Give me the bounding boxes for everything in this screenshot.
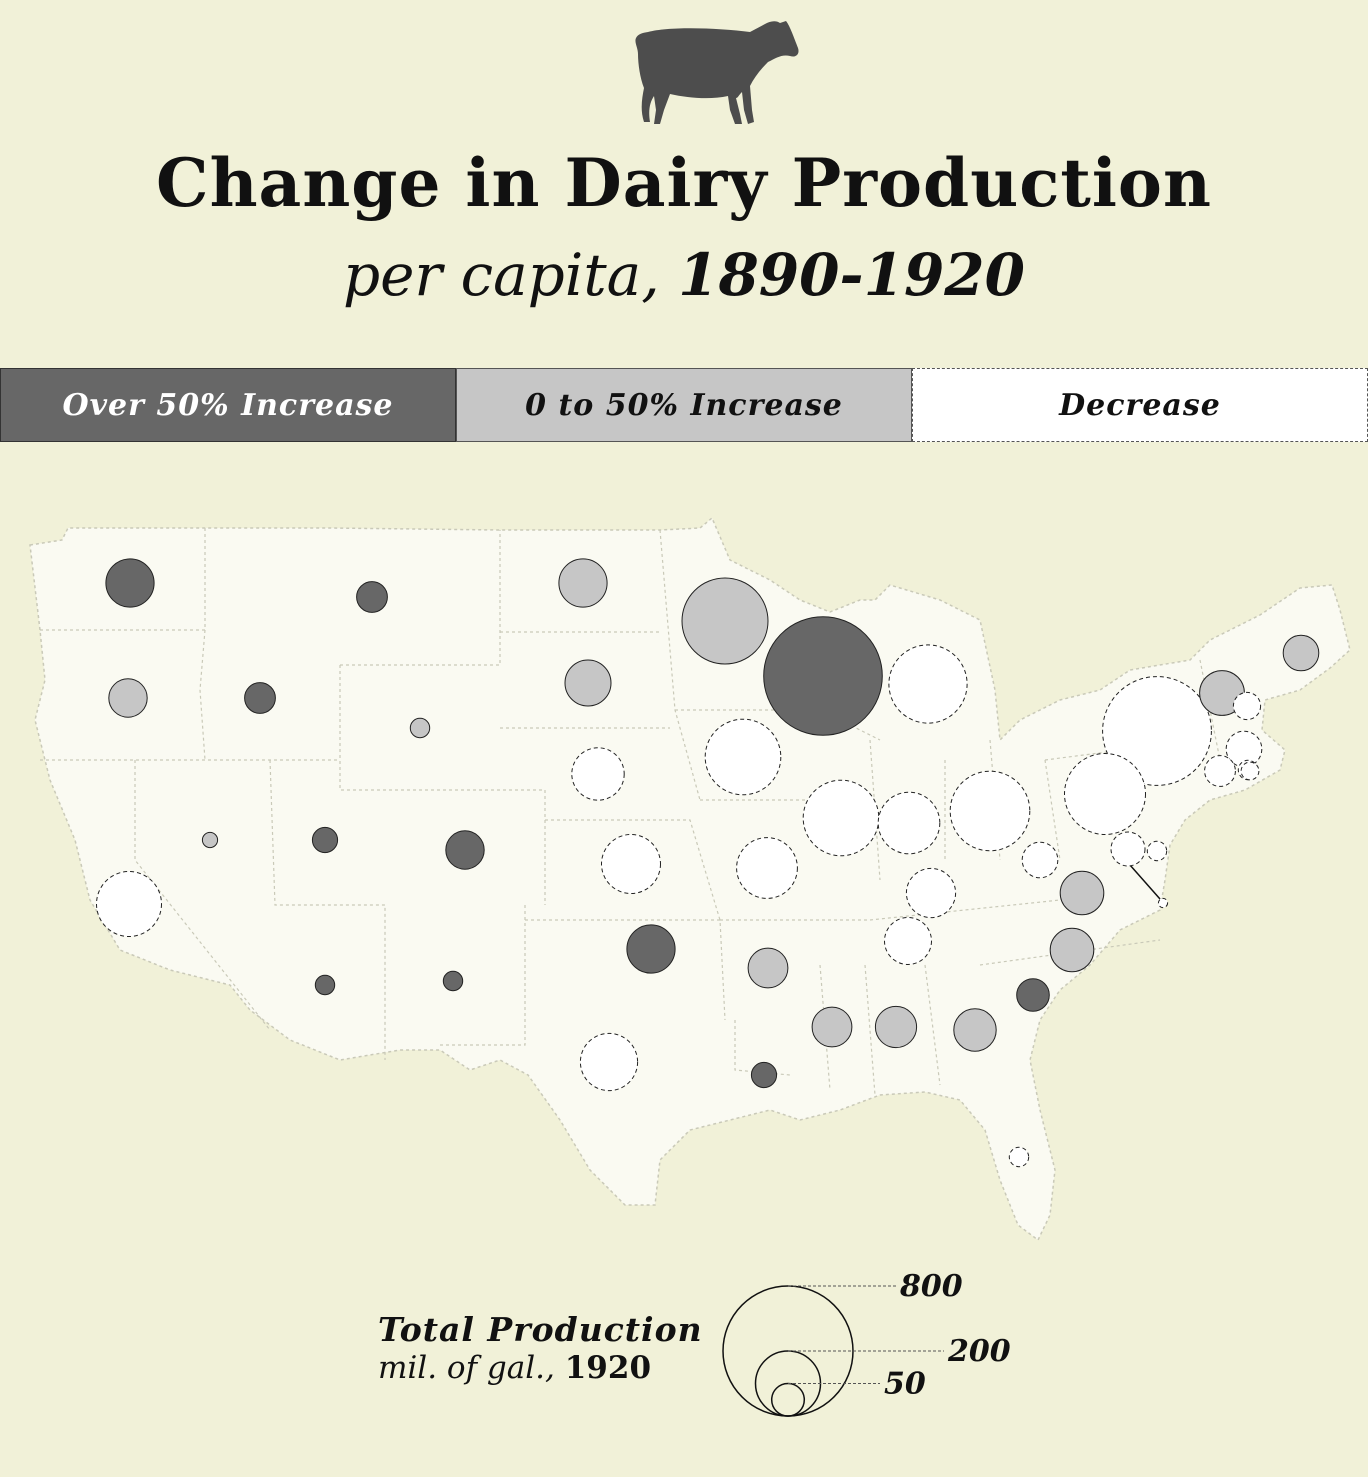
bubble-mt [356, 581, 388, 613]
size-legend-circles: 800 200 50 [722, 1270, 1011, 1417]
bubble-oh [949, 770, 1031, 852]
bubble-va [1059, 870, 1105, 916]
bubble-nv [201, 831, 219, 849]
bubble-id [244, 682, 276, 714]
bubble-sc [1016, 978, 1050, 1012]
legend-over-50-increase: Over 50% Increase [0, 368, 456, 442]
bubble-ma [1225, 730, 1263, 768]
bubble-ia [704, 718, 782, 796]
size-legend-unit: mil. of gal., [378, 1350, 555, 1386]
bubble-pa [1064, 753, 1146, 835]
bubble-sd [564, 659, 612, 707]
page-title: Change in Dairy Production [156, 144, 1212, 222]
size-label-50: 50 [884, 1367, 926, 1402]
legend-0-to-50-increase: 0 to 50% Increase [456, 368, 912, 442]
size-legend-title: Total Production [378, 1310, 703, 1349]
bubble-wi [763, 616, 883, 736]
bubble-wa [105, 558, 155, 608]
bubble-me [1282, 634, 1320, 672]
bubble-ok [626, 924, 676, 974]
bubble-tn [884, 917, 932, 965]
us-mainland-shape [29, 516, 1351, 1242]
bubble-mn [681, 577, 769, 665]
bubble-il [802, 779, 880, 857]
bubble-la [750, 1061, 778, 1089]
bubble-ct [1204, 755, 1236, 787]
us-map [29, 516, 1351, 1242]
bubble-wy [409, 717, 431, 739]
bubble-ar [747, 947, 789, 989]
bubble-ms [811, 1006, 853, 1048]
bubble-mi [888, 644, 968, 724]
page-subtitle: per capita, 1890-1920 [0, 246, 1368, 304]
bubble-ga [953, 1008, 997, 1052]
bubble-ky [905, 867, 957, 919]
size-legend: Total Production mil. of gal., 1920 800 2… [0, 1270, 1368, 1470]
us-outline [29, 516, 1351, 1242]
bubble-al [874, 1005, 918, 1049]
bubble-ne [571, 747, 625, 801]
bubble-md [1110, 831, 1146, 867]
bubble-wv [1021, 841, 1059, 879]
bubble-ri [1240, 761, 1260, 781]
size-circle-50 [770, 1382, 806, 1417]
bubble-co [445, 830, 485, 870]
bubble-ny [1102, 676, 1212, 786]
bubble-nm [442, 970, 464, 992]
bubble-nd [558, 558, 608, 608]
legend-decrease: Decrease [912, 368, 1368, 442]
bubble-ks [601, 834, 661, 894]
bubble-az [314, 974, 336, 996]
size-label-200: 200 [947, 1334, 1011, 1369]
size-legend-year: 1920 [564, 1350, 652, 1386]
size-legend-subtitle: mil. of gal., 1920 [378, 1350, 651, 1386]
size-label-800: 800 [899, 1270, 963, 1304]
bubble-nh [1232, 691, 1262, 721]
subtitle-years: 1890-1920 [678, 241, 1026, 309]
subtitle-prefix: per capita, [342, 241, 660, 309]
bubble-nc [1049, 927, 1095, 973]
bubble-or [108, 678, 148, 718]
state-bubbles [96, 558, 1320, 1168]
bubble-de [1146, 840, 1168, 862]
cow-icon [635, 21, 799, 124]
bubble-mo [736, 837, 798, 899]
bubble-dc [1157, 897, 1169, 909]
bubble-in [877, 791, 941, 855]
bubble-ca [96, 871, 162, 937]
bubble-ut [311, 826, 339, 854]
bubble-tx [579, 1032, 639, 1092]
color-legend: Over 50% Increase 0 to 50% Increase Decr… [0, 368, 1368, 444]
bubble-fl [1008, 1146, 1030, 1168]
